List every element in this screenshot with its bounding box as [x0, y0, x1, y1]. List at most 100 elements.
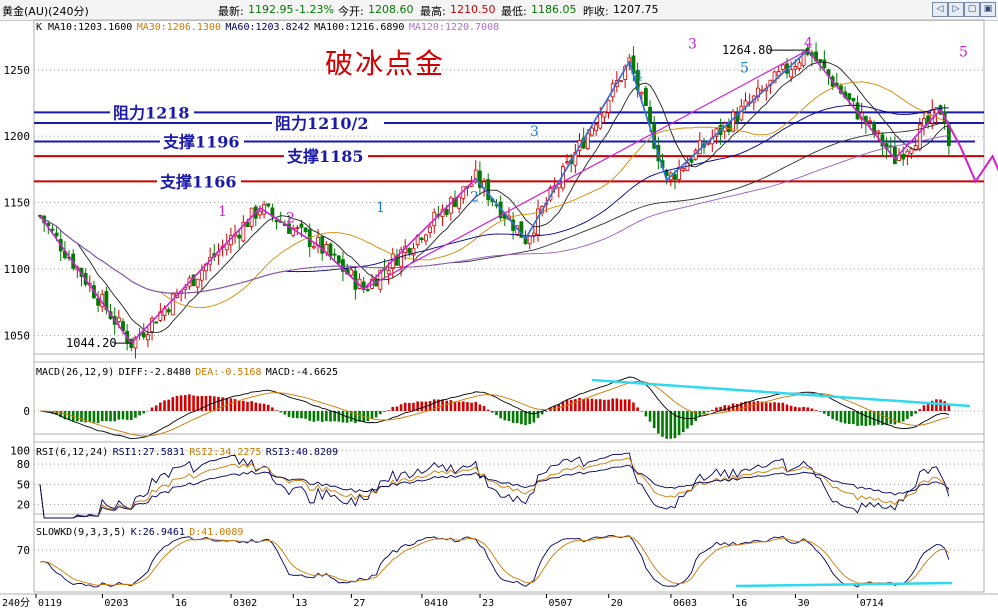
candle-body [320, 236, 325, 254]
candle-body [311, 246, 316, 249]
candle-body [697, 140, 702, 155]
rsi-tick-label: 50 [17, 478, 30, 491]
macd-legend-prefix: MACD(26,12,9) [36, 367, 114, 378]
candle-body [909, 148, 914, 154]
candle-body [847, 93, 852, 100]
low-label: 最低: [501, 5, 527, 18]
panel-frame [33, 353, 985, 443]
candle-body [386, 270, 391, 275]
panel-frame [33, 19, 985, 363]
candle-body [473, 169, 478, 183]
candle-body [258, 211, 262, 216]
kd-legend-prefix: SLOWKD(9,3,3,5) [36, 527, 126, 538]
candle-body [527, 235, 532, 245]
macd-divergence-line [591, 378, 971, 408]
candle-body [170, 293, 175, 316]
kd-legend-item: D:41.0089 [189, 527, 243, 538]
ma-legend-item: MA30:1206.1300 [137, 22, 221, 33]
candle-body [424, 234, 428, 242]
candle-body [166, 309, 171, 313]
candle-body [780, 64, 785, 70]
macd-legend-item: MACD:-4.6625 [266, 367, 338, 378]
candle-body [328, 243, 333, 257]
wave-label: 2 [286, 211, 295, 227]
candle-body [681, 168, 686, 171]
chart-texts: 10501100115012001250阻力1218阻力1210/2支撑1196… [2, 22, 968, 609]
candle-body [399, 249, 403, 267]
candle-body [772, 71, 777, 84]
ma-line [39, 81, 950, 309]
rsi-line [39, 464, 950, 519]
ma-legend-item: MA10:1203.1600 [48, 22, 132, 33]
ma-line [39, 61, 949, 333]
candle-body [598, 113, 603, 129]
ma-line [39, 135, 949, 294]
level-label-bg [272, 113, 384, 133]
macd-zero-label: 0 [23, 405, 30, 418]
prev-icon[interactable]: ◁ [932, 2, 948, 17]
candle-body [116, 317, 121, 322]
level-label: 支撑1185 [286, 147, 364, 166]
open-label: 今开: [338, 5, 364, 18]
candle-body [365, 289, 370, 291]
level-label-bg [284, 147, 368, 167]
candle-body [868, 120, 872, 123]
d-line [39, 536, 950, 586]
candle-body [50, 228, 55, 231]
panel-frame [33, 433, 985, 523]
candle-body [411, 247, 416, 256]
change-pct: -1.23% [295, 3, 334, 16]
next-icon[interactable]: ▷ [948, 2, 964, 17]
latest-value: 1192.95 [248, 3, 294, 16]
wave-label: 5 [959, 45, 968, 61]
candle-body [195, 278, 200, 288]
candle-body [419, 237, 424, 240]
symbol-label: 黄金(AU)(240分) [2, 5, 89, 18]
level-label: 阻力1210/2 [275, 114, 369, 133]
candle-body [776, 71, 781, 77]
high-value: 1210.50 [450, 3, 496, 16]
candle-body [905, 150, 910, 156]
time-tick-label: 0410 [424, 598, 448, 609]
macd-legend-item: DEA:-0.5168 [195, 367, 261, 378]
level-label-bg [110, 103, 194, 123]
candle-body [245, 221, 250, 228]
rsi-line [39, 457, 950, 519]
macd-panel [34, 376, 984, 440]
maximize-icon[interactable]: ▣ [980, 2, 996, 17]
kd-legend-item: K:26.9461 [131, 527, 185, 538]
rsi-panel [34, 450, 984, 519]
candle-body [793, 66, 798, 70]
candle-body [735, 113, 740, 123]
candle-body [619, 80, 623, 83]
restore-icon[interactable]: ▢ [964, 2, 980, 17]
candle-body [731, 111, 735, 132]
chart-title: 破冰点金 [325, 47, 445, 80]
period-label: 240分 [2, 597, 30, 609]
candle-body [531, 232, 536, 236]
candle-body [237, 234, 242, 239]
high-annotation: 1264.80 [722, 43, 773, 57]
rsi-line [39, 452, 950, 519]
candle-body [154, 321, 159, 324]
time-tick-label: 16 [735, 598, 747, 609]
open-value: 1208.60 [368, 3, 414, 16]
high-label: 最高: [420, 5, 446, 18]
candle-body [274, 219, 279, 223]
candle-body [523, 236, 528, 244]
candle-body [287, 223, 291, 234]
candle-body [448, 197, 453, 214]
candle-body [913, 145, 918, 151]
candle-body [876, 130, 881, 134]
candle-body [54, 232, 59, 237]
rsi-tick-label: 80 [17, 458, 30, 471]
candle-body [922, 118, 926, 127]
latest-label: 最新: [218, 5, 244, 18]
candle-body [341, 259, 345, 272]
time-tick-label: 0203 [104, 598, 128, 609]
candle-body [303, 227, 308, 232]
macd-legend-item: DIFF:-2.8480 [119, 367, 191, 378]
prev-close-value: 1207.75 [613, 3, 659, 16]
candle-body [145, 334, 150, 341]
